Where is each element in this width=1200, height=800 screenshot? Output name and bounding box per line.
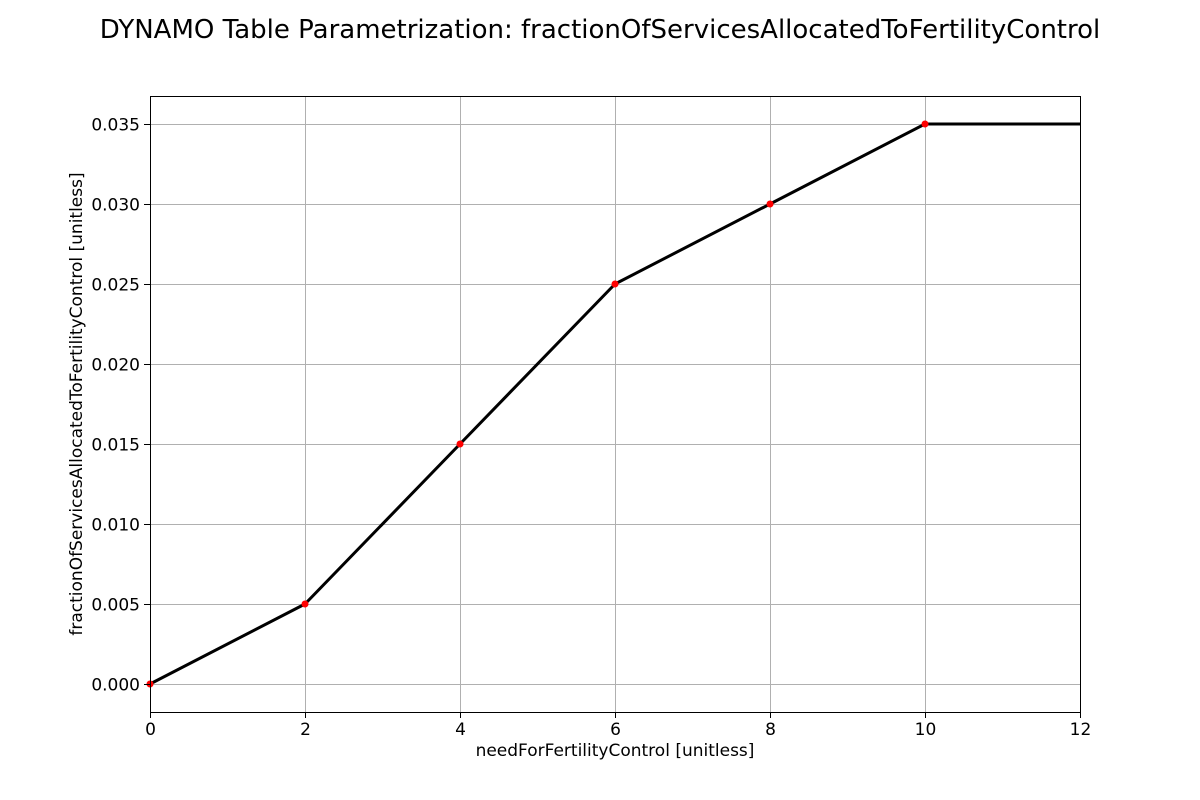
x-tick-label: 12 xyxy=(1070,720,1092,740)
data-point xyxy=(921,120,929,128)
y-axis: 0.000 0.005 0.010 0.015 0.020 0.025 0.030 0.035 xyxy=(91,116,150,696)
y-axis-label: fractionOfServicesAllocatedToFertilityCo… xyxy=(67,172,87,635)
chart-title: DYNAMO Table Parametrization: fractionOf… xyxy=(100,15,1101,45)
x-axis-label: needForFertilityControl [unitless] xyxy=(476,741,755,761)
data-point xyxy=(456,440,464,448)
y-tick-label: 0.015 xyxy=(91,436,140,456)
x-tick-label: 6 xyxy=(610,720,621,740)
y-tick-label: 0.005 xyxy=(91,596,140,616)
y-tick-label: 0.035 xyxy=(91,116,140,136)
y-tick-label: 0.030 xyxy=(91,196,140,216)
data-point xyxy=(301,600,309,608)
y-tick-label: 0.025 xyxy=(91,276,140,296)
x-tick-label: 4 xyxy=(455,720,466,740)
y-tick-label: 0.000 xyxy=(91,676,140,696)
y-tick-label: 0.020 xyxy=(91,356,140,376)
x-tick-label: 0 xyxy=(145,720,156,740)
grid xyxy=(150,96,1081,712)
y-tick-label: 0.010 xyxy=(91,516,140,536)
data-point xyxy=(766,200,774,208)
x-tick-label: 10 xyxy=(915,720,937,740)
data-points-group xyxy=(146,120,929,688)
x-tick-label: 8 xyxy=(765,720,776,740)
data-point xyxy=(611,280,619,288)
x-axis: 0 2 4 6 8 10 12 xyxy=(145,712,1091,740)
x-tick-label: 2 xyxy=(300,720,311,740)
